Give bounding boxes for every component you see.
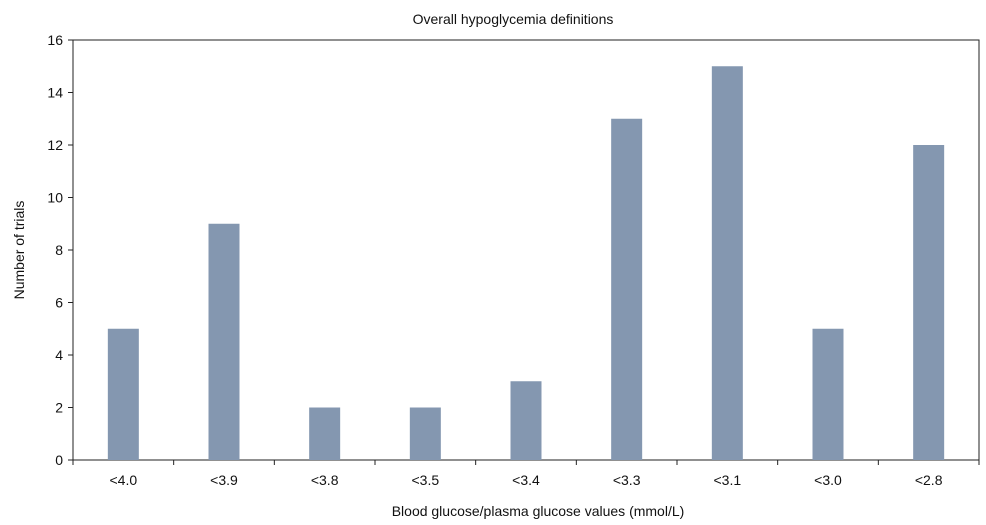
x-tick-label: <2.8 <box>915 472 943 488</box>
y-tick-label: 6 <box>55 295 63 311</box>
y-tick-label: 2 <box>55 400 63 416</box>
x-tick-label: <3.1 <box>714 472 742 488</box>
y-tick-label: 14 <box>47 85 63 101</box>
bars <box>107 66 945 460</box>
y-tick-label: 4 <box>55 347 63 363</box>
y-tick-label: 0 <box>55 452 63 468</box>
bar <box>510 381 542 460</box>
bar <box>711 66 743 460</box>
y-tick-label: 12 <box>47 137 63 153</box>
bar <box>812 328 844 460</box>
x-tick-label: <4.0 <box>110 472 138 488</box>
bar <box>309 407 341 460</box>
y-axis: 0 2 4 6 8 10 12 14 16 <box>47 32 73 468</box>
y-tick-label: 16 <box>47 32 63 48</box>
bar <box>409 407 441 460</box>
x-tick-label: <3.0 <box>814 472 842 488</box>
x-tick-label: <3.5 <box>412 472 440 488</box>
bar <box>913 145 945 460</box>
x-axis: <4.0 <3.9 <3.8 <3.5 <3.4 <3.3 <3.1 <3.0 <2.8 <box>72 460 980 488</box>
x-axis-label: Blood glucose/plasma glucose values (mmo… <box>392 503 685 519</box>
bar <box>611 118 643 460</box>
chart-title: Overall hypoglycemia definitions <box>413 11 614 27</box>
y-axis-label: Number of trials <box>11 201 27 300</box>
x-tick-label: <3.4 <box>512 472 540 488</box>
y-tick-label: 10 <box>47 190 63 206</box>
x-tick-label: <3.3 <box>613 472 641 488</box>
bar <box>208 223 240 460</box>
x-tick-label: <3.8 <box>311 472 339 488</box>
bar <box>107 328 139 460</box>
x-tick-label: <3.9 <box>210 472 238 488</box>
y-tick-label: 8 <box>55 242 63 258</box>
